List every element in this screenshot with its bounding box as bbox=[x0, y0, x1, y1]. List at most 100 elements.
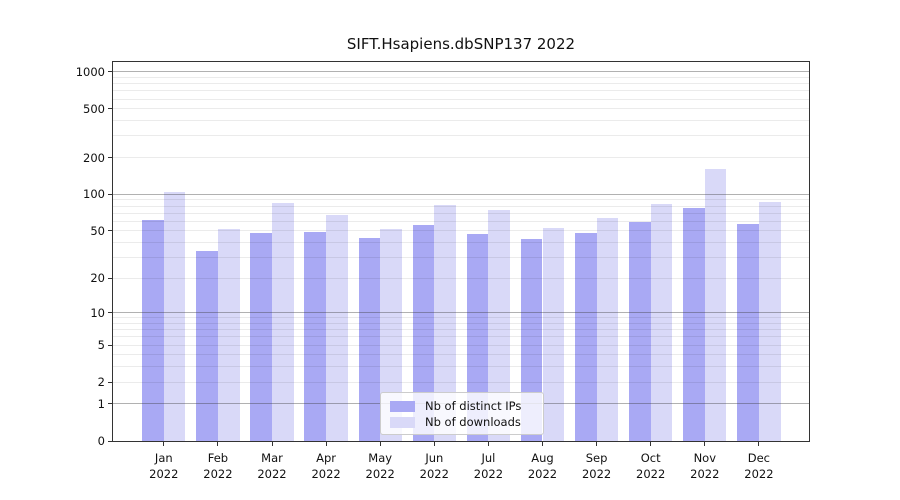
gridline-minor-6 bbox=[113, 336, 809, 338]
y-tick-label-20: 20 bbox=[90, 271, 105, 286]
legend-label-downloads: Nb of downloads bbox=[425, 415, 521, 429]
gridline-minor-50 bbox=[113, 230, 809, 232]
gridline-minor-2 bbox=[113, 381, 809, 383]
gridline-minor-60 bbox=[113, 220, 809, 222]
x-tick-mark-mar bbox=[271, 441, 273, 446]
x-tick-mark-jul bbox=[487, 441, 489, 446]
x-tick-mark-dec bbox=[758, 441, 760, 446]
x-tick-label-mar: Mar 2022 bbox=[257, 451, 287, 481]
x-tick-label-oct: Oct 2022 bbox=[636, 451, 666, 481]
bar-distinct-ips-mar bbox=[250, 233, 272, 441]
x-tick-label-sep: Sep 2022 bbox=[581, 451, 612, 481]
y-tick-mark-500 bbox=[108, 108, 113, 110]
bar-distinct-ips-jan bbox=[142, 220, 164, 441]
bar-downloads-mar bbox=[272, 202, 294, 441]
bar-downloads-feb bbox=[217, 228, 240, 441]
gridline-minor-9 bbox=[113, 317, 809, 319]
bar-downloads-jun bbox=[434, 205, 456, 441]
bar-downloads-oct bbox=[650, 203, 673, 441]
gridline-minor-8 bbox=[113, 323, 809, 325]
legend-row-distinct-ips: Nb of distinct IPs bbox=[390, 399, 535, 413]
gridline-minor-3 bbox=[113, 366, 809, 368]
gridline-major-1000 bbox=[113, 71, 809, 73]
y-tick-mark-100 bbox=[108, 193, 113, 195]
y-tick-label-10: 10 bbox=[90, 305, 105, 320]
y-tick-mark-20 bbox=[108, 277, 113, 279]
gridline-minor-20 bbox=[113, 277, 809, 279]
x-tick-mark-may bbox=[379, 441, 381, 446]
y-tick-label-1: 1 bbox=[97, 396, 105, 411]
x-tick-mark-nov bbox=[704, 441, 706, 446]
gridline-minor-600 bbox=[113, 98, 809, 100]
gridline-minor-200 bbox=[113, 157, 809, 159]
legend-label-distinct-ips: Nb of distinct IPs bbox=[425, 399, 522, 413]
bar-distinct-ips-jun bbox=[412, 224, 435, 441]
downloads-swatch-icon bbox=[390, 416, 415, 428]
bar-distinct-ips-may bbox=[358, 237, 381, 441]
gridline-minor-400 bbox=[113, 120, 809, 122]
gridline-minor-40 bbox=[113, 242, 809, 243]
bar-distinct-ips-dec bbox=[737, 223, 759, 441]
bars-layer bbox=[113, 62, 809, 441]
gridline-minor-500 bbox=[113, 108, 809, 110]
y-tick-label-0: 0 bbox=[97, 434, 105, 448]
grid-layer bbox=[113, 62, 809, 441]
bar-downloads-aug bbox=[542, 227, 565, 441]
y-tick-label-500: 500 bbox=[83, 101, 105, 116]
x-tick-mark-feb bbox=[217, 441, 219, 446]
x-tick-label-aug: Aug 2022 bbox=[527, 451, 558, 481]
x-tick-label-jul: Jul 2022 bbox=[473, 451, 504, 481]
gridline-minor-300 bbox=[113, 135, 809, 137]
bar-distinct-ips-jul bbox=[466, 234, 489, 441]
x-tick-mark-oct bbox=[650, 441, 652, 446]
x-tick-label-dec: Dec 2022 bbox=[744, 451, 774, 481]
bar-distinct-ips-apr bbox=[304, 231, 327, 441]
bar-distinct-ips-feb bbox=[196, 250, 218, 441]
y-tick-label-100: 100 bbox=[83, 187, 105, 202]
y-tick-mark-10 bbox=[108, 312, 113, 314]
legend-row-downloads: Nb of downloads bbox=[390, 415, 535, 429]
plot-area: 0 1 2 5 10 20 50 100 200 500 1000 Jan 2022 Feb 2022… bbox=[76, 61, 810, 481]
gridline-minor-7 bbox=[113, 329, 809, 331]
x-tick-label-jan: Jan 2022 bbox=[149, 451, 179, 481]
y-tick-mark-5 bbox=[108, 344, 113, 346]
x-tick-mark-jan bbox=[163, 441, 165, 446]
x-axis: Jan 2022 Feb 2022 Mar 2022 Apr 2022 May 2022… bbox=[113, 62, 809, 481]
gridline-minor-800 bbox=[113, 83, 809, 85]
x-tick-label-nov: Nov 2022 bbox=[690, 451, 720, 481]
distinct-ips-swatch-icon bbox=[390, 400, 415, 412]
y-tick-label-2: 2 bbox=[97, 375, 105, 390]
y-tick-mark-0 bbox=[108, 440, 113, 442]
bar-downloads-jul bbox=[488, 210, 511, 441]
x-tick-label-may: May 2022 bbox=[365, 451, 395, 481]
bar-downloads-may bbox=[380, 228, 402, 441]
gridline-minor-30 bbox=[113, 256, 809, 258]
y-tick-label-200: 200 bbox=[83, 150, 105, 165]
gridline-minor-4 bbox=[113, 354, 809, 356]
bar-downloads-jan bbox=[163, 191, 186, 441]
y-tick-label-1000: 1000 bbox=[75, 64, 105, 79]
x-tick-label-apr: Apr 2022 bbox=[311, 451, 341, 481]
gridline-minor-700 bbox=[113, 90, 809, 92]
y-tick-mark-1000 bbox=[108, 71, 113, 73]
gridline-minor-90 bbox=[113, 199, 809, 201]
bar-distinct-ips-aug bbox=[520, 238, 543, 441]
x-tick-mark-sep bbox=[596, 441, 598, 446]
y-tick-mark-2 bbox=[108, 381, 113, 383]
bar-distinct-ips-oct bbox=[629, 222, 651, 441]
x-tick-mark-aug bbox=[542, 441, 543, 446]
x-tick-mark-apr bbox=[325, 441, 327, 446]
gridline-minor-900 bbox=[113, 76, 809, 78]
y-tick-label-5: 5 bbox=[97, 338, 105, 353]
gridline-minor-70 bbox=[113, 212, 809, 214]
y-tick-label-50: 50 bbox=[90, 223, 105, 238]
gridline-minor-5 bbox=[113, 344, 809, 346]
x-tick-label-jun: Jun 2022 bbox=[419, 451, 449, 481]
y-tick-mark-200 bbox=[108, 157, 113, 159]
bar-distinct-ips-sep bbox=[574, 233, 597, 441]
chart-title: SIFT.Hsapiens.dbSNP137 2022 bbox=[346, 35, 576, 53]
y-axis: 0 1 2 5 10 20 50 100 200 500 1000 bbox=[76, 62, 809, 447]
gridline-major-100 bbox=[113, 193, 809, 195]
y-tick-mark-1 bbox=[108, 403, 113, 405]
